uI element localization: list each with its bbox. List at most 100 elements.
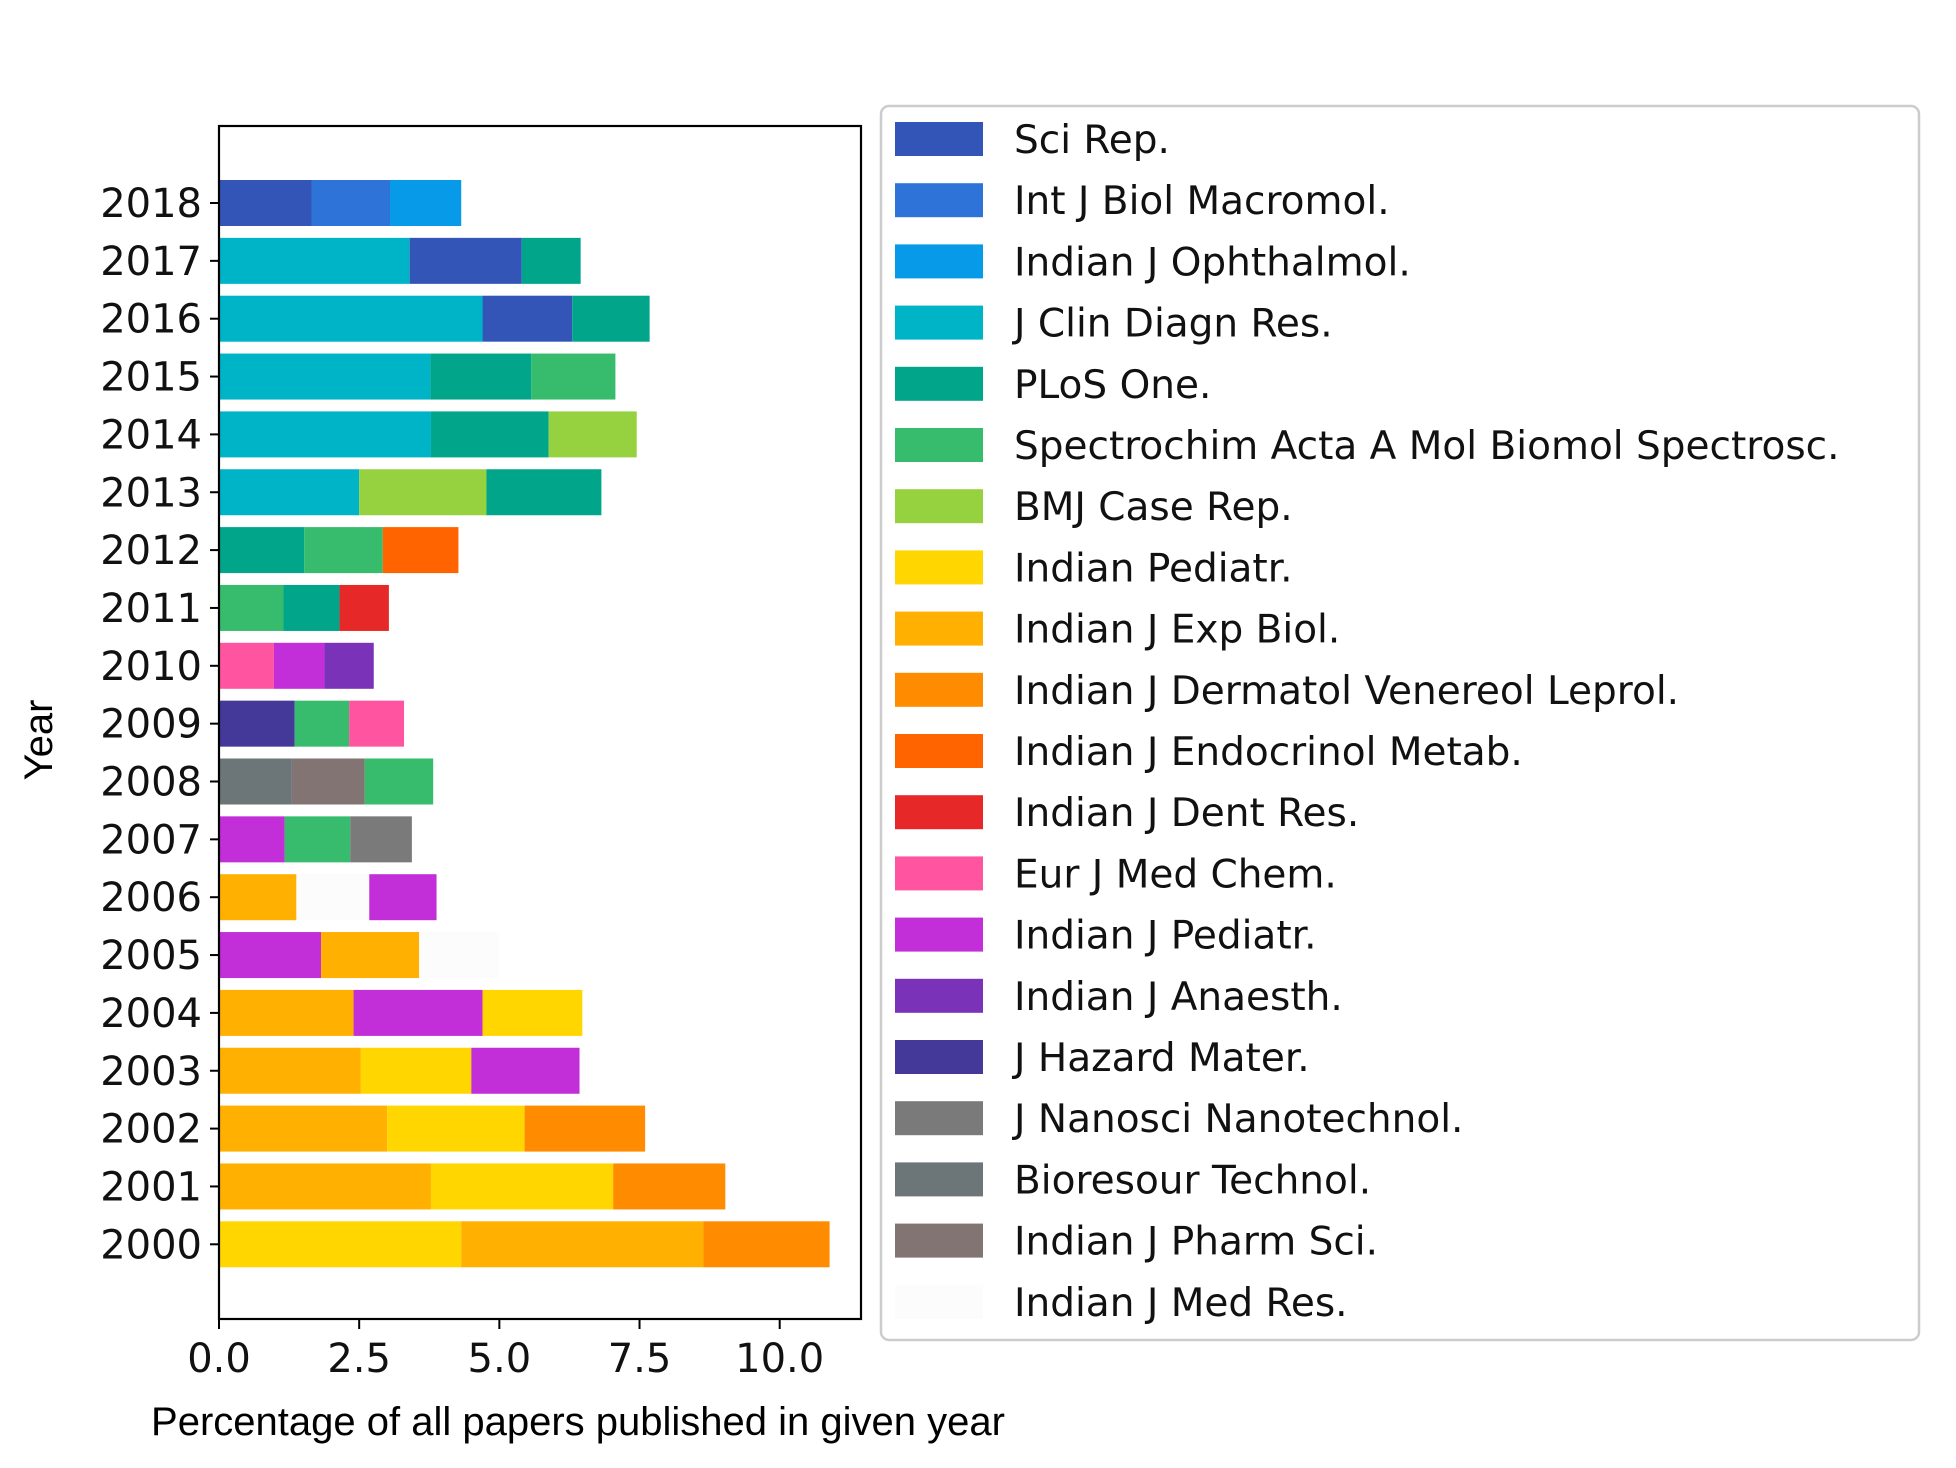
- bar-2009-eur-j-med-chem: [349, 700, 405, 747]
- bar-2010-indian-j-anaesth: [324, 642, 374, 689]
- bar-2003-indian-pediatr: [360, 1047, 472, 1094]
- y-tick-label-2012: 2012: [100, 528, 202, 574]
- x-tick-label-4: 10.0: [735, 1336, 824, 1382]
- x-tick-label-1: 2.5: [327, 1336, 391, 1382]
- plot-frame: [217, 124, 863, 1321]
- legend-label-indian-j-med-res: Indian J Med Res.: [1014, 1281, 1348, 1326]
- legend-label-bmj-case-rep: BMJ Case Rep.: [1014, 485, 1293, 530]
- y-tick-label-2002: 2002: [100, 1107, 202, 1153]
- bar-2015-j-clin-diagn-res: [219, 353, 431, 400]
- y-tick-label-2003: 2003: [100, 1049, 202, 1095]
- y-tick-label-2004: 2004: [100, 991, 202, 1037]
- legend-frame: [879, 104, 1921, 1342]
- bar-2008-spectrochim-acta-a-mol-biomol-spectrosc: [364, 758, 434, 805]
- bar-2001-indian-j-exp-biol: [219, 1163, 431, 1210]
- bar-2000-indian-pediatr: [219, 1221, 462, 1268]
- bar-2013-plos-one: [486, 469, 602, 516]
- legend-swatch-sci-rep: [895, 122, 983, 156]
- bar-2003-indian-j-exp-biol: [219, 1047, 361, 1094]
- bar-2002-indian-pediatr: [387, 1105, 525, 1152]
- legend-label-spectrochim-acta-a-mol-biomol-spectrosc: Spectrochim Acta A Mol Biomol Spectrosc.: [1014, 424, 1839, 469]
- legend: Sci Rep. Int J Biol Macromol. Indian J Oph…: [879, 104, 1921, 1342]
- y-tick-label-2007: 2007: [100, 817, 202, 863]
- y-tick-label-2017: 2017: [100, 239, 202, 285]
- y-axis-label: Year: [17, 700, 61, 781]
- bar-2015-plos-one: [430, 353, 532, 400]
- bar-2006-indian-j-exp-biol: [219, 874, 297, 921]
- bar-2006-indian-j-med-res: [296, 874, 370, 921]
- bar-2008-bioresour-technol: [219, 758, 292, 805]
- y-tick-label-2008: 2008: [100, 760, 202, 806]
- bar-2007-j-nanosci-nanotechnol: [350, 816, 412, 863]
- bar-2014-j-clin-diagn-res: [219, 411, 431, 458]
- y-tick-label-2006: 2006: [100, 875, 202, 921]
- y-tick-label-2013: 2013: [100, 470, 202, 516]
- bar-2007-spectrochim-acta-a-mol-biomol-spectrosc: [284, 816, 351, 863]
- legend-label-indian-j-ophthalmol: Indian J Ophthalmol.: [1014, 240, 1411, 285]
- bar-2013-bmj-case-rep: [359, 469, 487, 516]
- bar-2012-indian-j-endocrinol-metab: [382, 527, 459, 574]
- bar-2017-plos-one: [521, 237, 581, 284]
- bar-2014-plos-one: [430, 411, 549, 458]
- legend-swatch-indian-j-pediatr: [895, 917, 983, 952]
- bar-2017-sci-rep: [409, 237, 522, 284]
- x-tick-label-3: 7.5: [608, 1336, 672, 1382]
- legend-swatch-indian-pediatr: [895, 550, 983, 585]
- legend-label-int-j-biol-macromol: Int J Biol Macromol.: [1014, 179, 1390, 224]
- legend-label-eur-j-med-chem: Eur J Med Chem.: [1014, 852, 1337, 897]
- bar-2011-spectrochim-acta-a-mol-biomol-spectrosc: [219, 584, 284, 631]
- legend-label-indian-pediatr: Indian Pediatr.: [1014, 546, 1293, 591]
- bar-2012-spectrochim-acta-a-mol-biomol-spectrosc: [304, 527, 383, 574]
- bar-2005-indian-j-pediatr: [219, 932, 322, 979]
- legend-swatch-indian-j-dermatol-venereol-leprol: [895, 672, 983, 707]
- bar-2017-j-clin-diagn-res: [219, 237, 410, 284]
- y-tick-label-2009: 2009: [100, 702, 202, 748]
- bar-2001-indian-pediatr: [430, 1163, 614, 1210]
- legend-swatch-j-clin-diagn-res: [895, 305, 983, 340]
- bar-2011-plos-one: [283, 584, 340, 631]
- legend-swatch-bmj-case-rep: [895, 489, 983, 524]
- bar-2003-indian-j-pediatr: [471, 1047, 580, 1094]
- legend-swatch-j-hazard-mater: [895, 1040, 983, 1074]
- legend-label-bioresour-technol: Bioresour Technol.: [1014, 1158, 1371, 1203]
- bar-2002-indian-j-dermatol-venereol-leprol: [524, 1105, 646, 1152]
- legend-swatch-indian-j-dent-res: [895, 795, 983, 830]
- legend-swatch-int-j-biol-macromol: [895, 183, 983, 218]
- bar-2009-spectrochim-acta-a-mol-biomol-spectrosc: [294, 700, 350, 747]
- bar-2016-sci-rep: [482, 295, 573, 342]
- bar-2010-indian-j-pediatr: [273, 642, 325, 689]
- bar-2016-plos-one: [572, 295, 650, 342]
- bars-layer: [219, 180, 830, 1268]
- legend-swatch-indian-j-anaesth: [895, 978, 983, 1013]
- bar-2000-indian-j-exp-biol: [461, 1221, 704, 1268]
- legend-label-indian-j-dent-res: Indian J Dent Res.: [1014, 791, 1359, 836]
- bar-2005-indian-j-med-res: [419, 932, 500, 979]
- legend-swatch-indian-j-med-res: [895, 1284, 983, 1319]
- y-tick-label-2018: 2018: [100, 181, 202, 227]
- bar-2012-plos-one: [219, 527, 305, 574]
- x-tick-label-2: 5.0: [468, 1336, 532, 1382]
- legend-label-indian-j-pharm-sci: Indian J Pharm Sci.: [1014, 1220, 1378, 1265]
- bar-2000-indian-j-dermatol-venereol-leprol: [703, 1221, 830, 1268]
- legend-label-j-nanosci-nanotechnol: J Nanosci Nanotechnol.: [1011, 1097, 1463, 1142]
- bar-2016-j-clin-diagn-res: [219, 295, 483, 342]
- legend-swatch-indian-j-pharm-sci: [895, 1223, 983, 1258]
- bar-2004-indian-j-pediatr: [353, 989, 483, 1036]
- bar-2005-indian-j-exp-biol: [321, 932, 420, 979]
- bar-2007-indian-j-pediatr: [219, 816, 285, 863]
- bar-2018-sci-rep: [219, 180, 312, 226]
- legend-label-indian-j-exp-biol: Indian J Exp Biol.: [1014, 608, 1340, 653]
- legend-label-indian-j-endocrinol-metab: Indian J Endocrinol Metab.: [1014, 730, 1523, 775]
- legend-label-indian-j-anaesth: Indian J Anaesth.: [1014, 975, 1343, 1020]
- x-axis-label: Percentage of all papers published in gi…: [151, 1400, 1005, 1444]
- legend-swatch-eur-j-med-chem: [895, 856, 983, 891]
- y-tick-label-2011: 2011: [100, 586, 202, 632]
- bar-2018-indian-j-ophthalmol: [390, 180, 462, 226]
- legend-swatch-spectrochim-acta-a-mol-biomol-spectrosc: [895, 428, 983, 462]
- x-tick-label-0: 0.0: [187, 1336, 251, 1382]
- bar-2006-indian-j-pediatr: [369, 874, 437, 921]
- legend-label-plos-one: PLoS One.: [1014, 363, 1211, 408]
- legend-swatch-indian-j-endocrinol-metab: [895, 734, 983, 768]
